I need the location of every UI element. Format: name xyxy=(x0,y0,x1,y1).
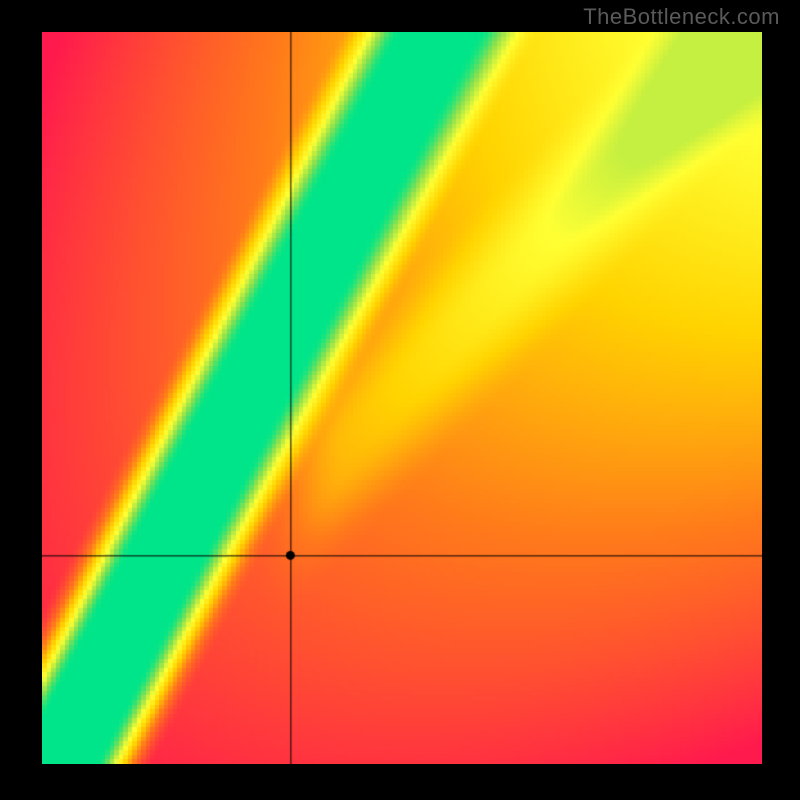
chart-container: TheBottleneck.com xyxy=(0,0,800,800)
watermark-label: TheBottleneck.com xyxy=(583,4,780,30)
bottleneck-heatmap xyxy=(42,32,762,764)
